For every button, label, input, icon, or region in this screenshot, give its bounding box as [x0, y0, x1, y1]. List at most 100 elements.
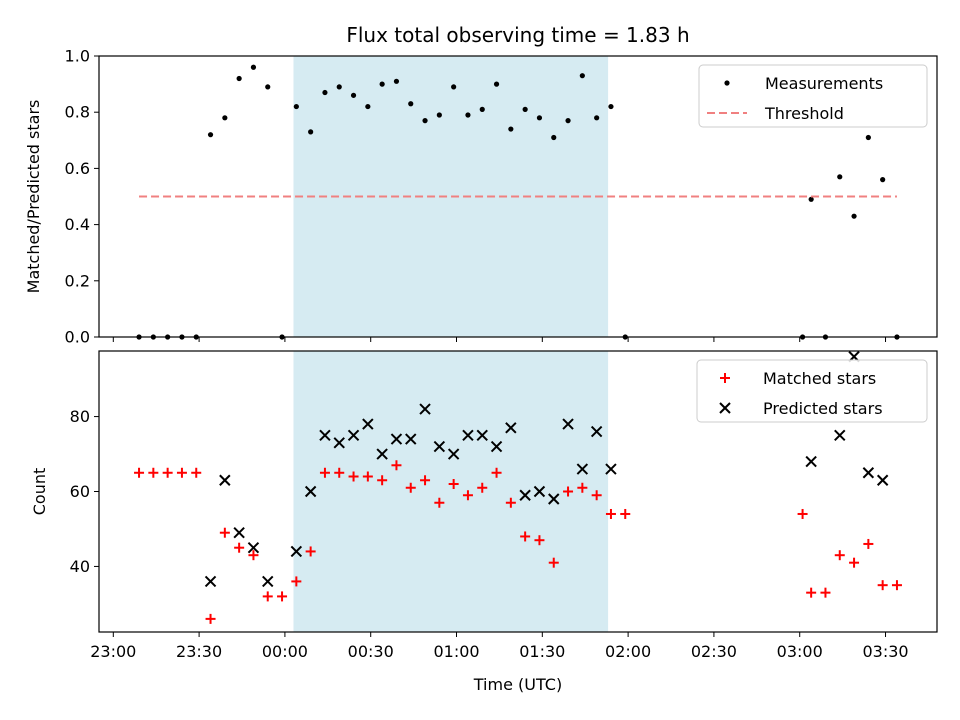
- measurement-point: [608, 103, 614, 110]
- measurement-point: [536, 115, 543, 121]
- predicted-stars-point: [219, 474, 231, 486]
- x-tick-label: 03:30: [862, 642, 908, 661]
- x-stroke-b: [805, 455, 817, 468]
- measurement-point: [451, 84, 457, 90]
- measurement-point: [508, 126, 514, 132]
- matched-stars-point: [505, 497, 516, 508]
- predicted-stars-point: [605, 463, 617, 475]
- measurement-point: [408, 101, 414, 107]
- x-tick-label: 00:30: [348, 642, 394, 661]
- x-stroke-b: [548, 493, 560, 505]
- predicted-stars-point: [347, 429, 360, 442]
- x-stroke-b: [447, 448, 460, 460]
- measurement-point: [565, 118, 571, 124]
- legend: Measurements Threshold: [698, 64, 928, 128]
- predicted-stars-point: [505, 422, 517, 434]
- matched-stars-point: [334, 467, 345, 478]
- matched-stars-point: [591, 490, 602, 501]
- predicted-stars-point: [362, 418, 374, 430]
- matched-stars-point: [891, 580, 902, 591]
- plot-frame: [98, 350, 938, 633]
- predicted-stars-point: [247, 541, 260, 554]
- measurement-point: [465, 112, 471, 118]
- measurement-point: [393, 78, 400, 84]
- matched-stars-point: [434, 497, 445, 508]
- x-stroke-b: [405, 433, 417, 445]
- measurement-point: [837, 174, 843, 180]
- matched-stars-point: [863, 538, 874, 549]
- matched-stars-point: [277, 591, 288, 602]
- y-axis-label: Count: [30, 468, 49, 516]
- matched-stars-point: [877, 580, 888, 591]
- x-tick-label: 02:00: [605, 642, 651, 661]
- y-tick-label: 1.0: [65, 47, 90, 66]
- x-stroke-b: [247, 541, 260, 554]
- x-stroke-b: [505, 422, 517, 434]
- y-tick-label: 80: [70, 407, 90, 426]
- measurement-point: [222, 115, 228, 121]
- ratio-panel: 0.0 0.2 0.4 0.6 0.8 1.0 Matched/Predicted star…: [24, 47, 938, 347]
- predicted-stars-point: [304, 485, 317, 498]
- matched-stars-point: [806, 587, 817, 598]
- x-tick-label: 01:30: [519, 642, 565, 661]
- measurement-point: [880, 177, 886, 183]
- matched-stars-point: [148, 467, 159, 478]
- legend-measurement-swatch: [724, 80, 730, 86]
- x-stroke-b: [204, 575, 217, 588]
- predicted-stars-point: [476, 429, 488, 442]
- x-tick-label: 23:30: [176, 642, 222, 661]
- measurement-point: [365, 103, 371, 110]
- predicted-stars-point: [390, 433, 403, 445]
- predicted-stars-point: [262, 575, 274, 588]
- matched-stars-point: [391, 460, 402, 471]
- measurement-point: [865, 134, 871, 141]
- predicted-stars-point: [562, 418, 574, 430]
- matched-stars-point: [219, 527, 230, 538]
- predicted-stars-point: [405, 433, 417, 445]
- matched-stars-point: [420, 475, 431, 486]
- count-panel: 40 60 80 23:00 23:30 00:00 00:30 01:00 01:30 02:0…: [30, 350, 938, 661]
- matched-stars-point: [520, 531, 531, 542]
- measurement-point: [493, 81, 500, 87]
- measurement-point: [379, 81, 385, 87]
- x-stroke-b: [319, 429, 331, 442]
- measurement-point: [436, 112, 442, 118]
- x-stroke-b: [490, 440, 503, 453]
- legend-label: Matched stars: [763, 369, 876, 388]
- measurement-point: [265, 84, 271, 90]
- predicted-stars-point: [233, 527, 245, 539]
- predicted-stars-point: [548, 493, 560, 505]
- measurement-point: [350, 92, 357, 98]
- chart-title: Flux total observing time = 1.83 h: [346, 23, 689, 47]
- predicted-stars-point: [590, 425, 603, 438]
- x-stroke-b: [533, 485, 546, 498]
- x-stroke-b: [590, 425, 603, 438]
- matched-stars-point: [176, 467, 187, 478]
- matched-stars-point: [605, 508, 616, 519]
- matched-stars-point: [362, 471, 373, 482]
- predicted-stars-point: [319, 429, 331, 442]
- matched-stars-point: [491, 467, 502, 478]
- x-stroke-b: [519, 489, 531, 501]
- x-stroke-b: [462, 429, 474, 442]
- x-tick-label: 01:00: [433, 642, 479, 661]
- y-tick-label: 0.6: [65, 159, 90, 178]
- predicted-stars-point: [290, 545, 303, 558]
- measurement-point: [250, 64, 257, 70]
- x-stroke-b: [562, 418, 574, 430]
- matched-stars-point: [448, 479, 459, 490]
- y-tick-label: 0.4: [65, 215, 90, 234]
- measurement-point: [594, 115, 600, 121]
- measurement-point: [808, 196, 814, 202]
- legend-label: Predicted stars: [763, 399, 883, 418]
- matched-stars-point: [834, 550, 845, 561]
- y-tick-label: 40: [70, 557, 90, 576]
- predicted-stars-point: [333, 437, 345, 449]
- predicted-stars-point: [419, 403, 431, 415]
- legend-label: Threshold: [764, 104, 844, 123]
- y-tick-label: 0.8: [65, 103, 90, 122]
- x-stroke-b: [476, 429, 488, 442]
- matched-stars-point: [534, 535, 545, 546]
- measurement-point: [422, 118, 428, 124]
- x-stroke-b: [304, 485, 317, 498]
